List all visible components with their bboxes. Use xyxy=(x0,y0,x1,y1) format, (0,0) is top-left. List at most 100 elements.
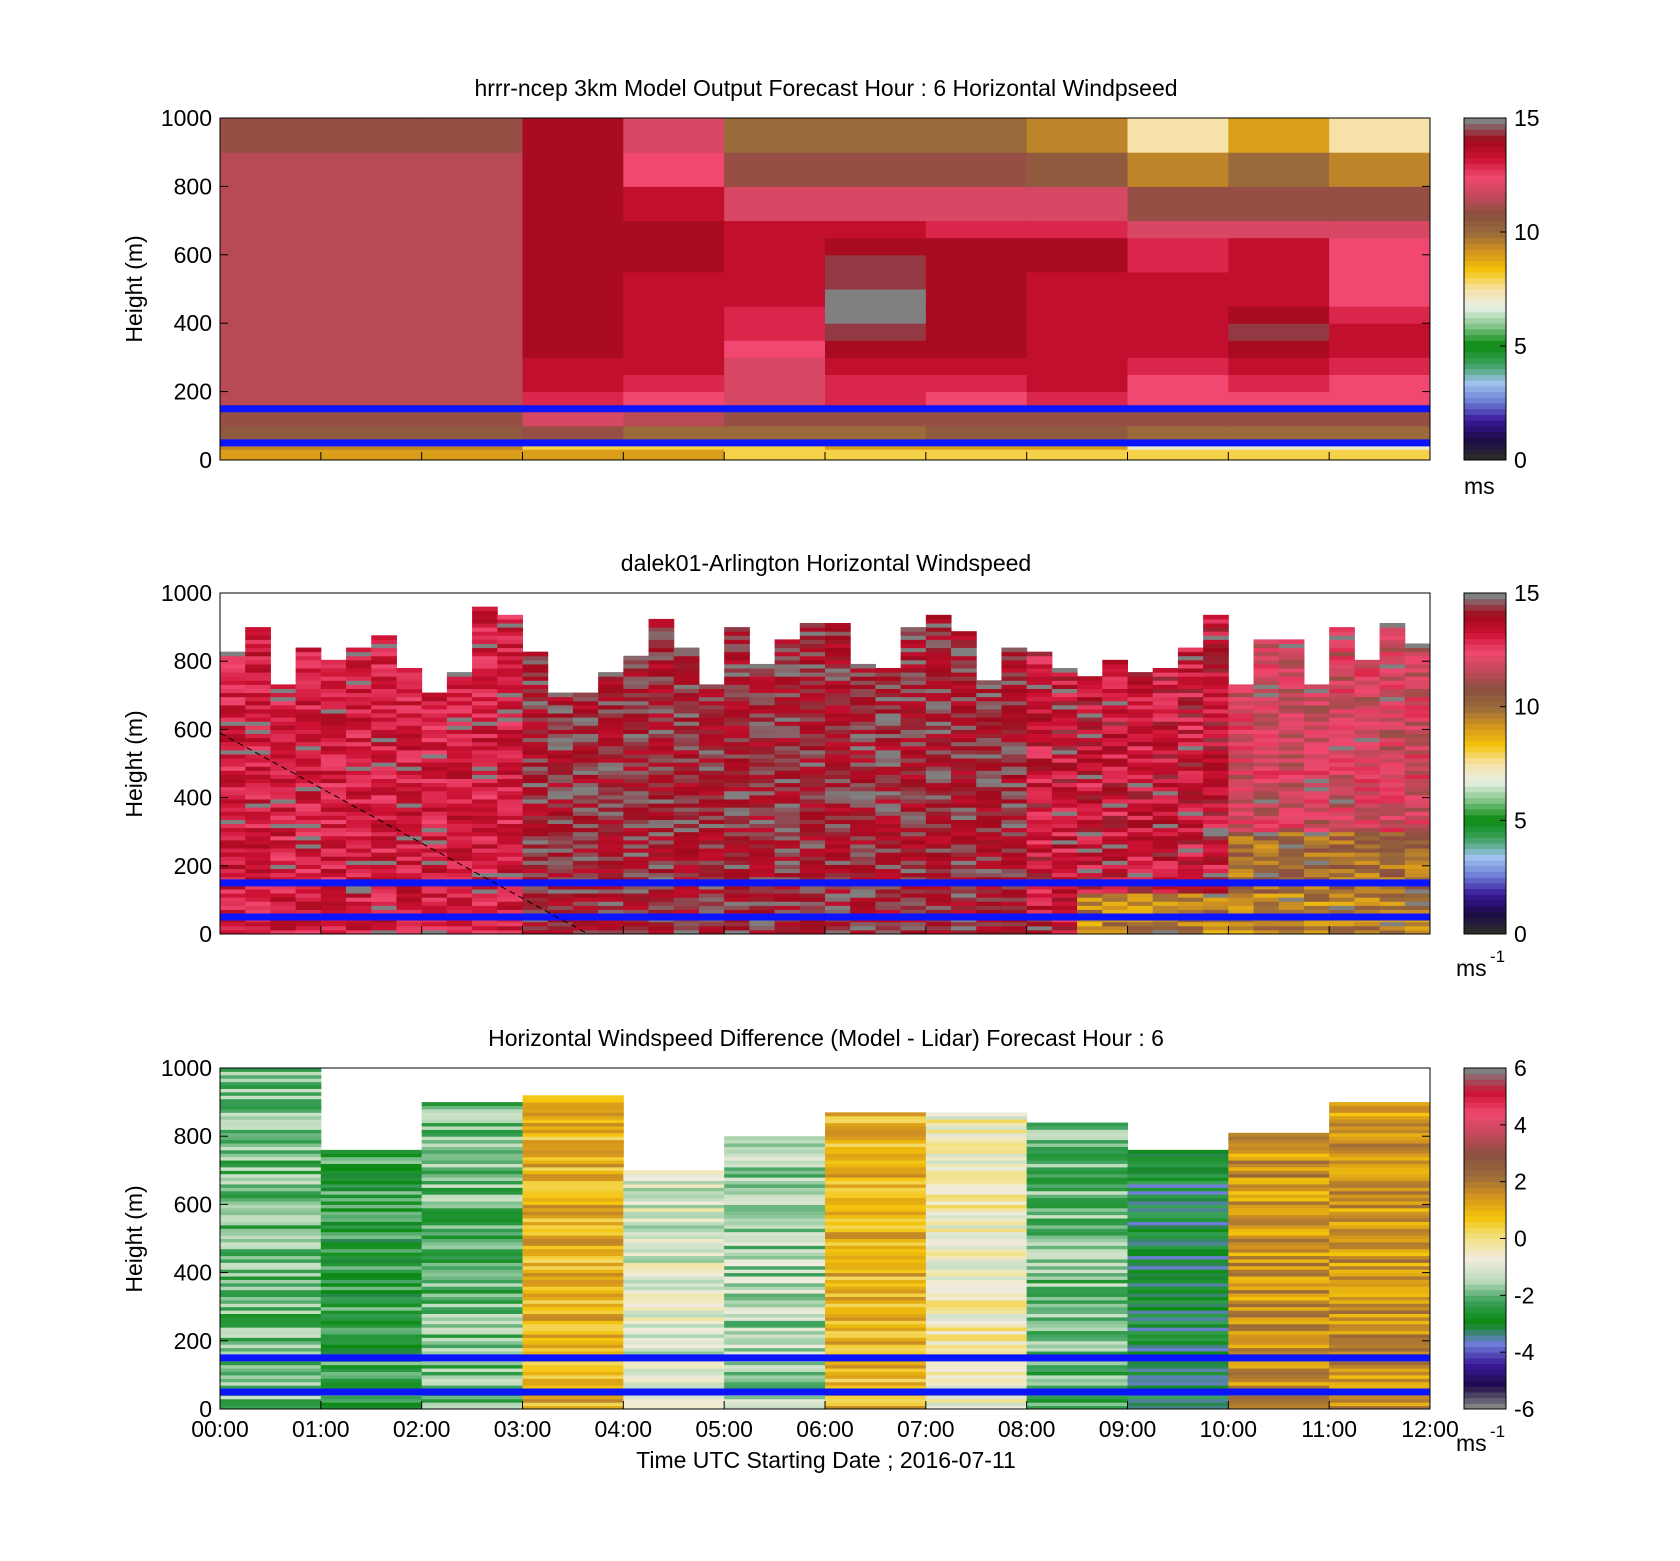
difference-cell xyxy=(724,1276,826,1280)
lidar-cell xyxy=(220,778,246,784)
lidar-cell xyxy=(925,856,952,861)
lidar-cell xyxy=(673,815,700,820)
lidar-cell xyxy=(1278,688,1305,694)
difference-cell xyxy=(825,1293,927,1297)
lidar-cell xyxy=(295,762,322,767)
lidar-cell xyxy=(1278,753,1305,759)
difference-cell xyxy=(1329,1238,1431,1243)
lidar-cell xyxy=(547,725,574,730)
lidar-cell xyxy=(951,753,977,759)
lidar-cell xyxy=(1102,733,1128,739)
lidar-cell xyxy=(673,717,700,722)
lidar-cell xyxy=(598,733,624,739)
lidar-cell xyxy=(1404,876,1431,882)
difference-cell xyxy=(220,1156,322,1161)
lidar-cell xyxy=(1354,745,1381,751)
colorbar-swatch xyxy=(1464,735,1506,742)
lidar-cell xyxy=(1329,848,1355,853)
lidar-cell xyxy=(371,668,397,673)
lidar-cell xyxy=(245,925,271,931)
lidar-cell xyxy=(1177,647,1204,653)
lidar-cell xyxy=(472,766,498,771)
lidar-cell xyxy=(1329,659,1355,665)
lidar-cell xyxy=(270,823,297,829)
lidar-cell xyxy=(1278,827,1305,833)
lidar-cell xyxy=(472,778,498,784)
difference-cell xyxy=(1127,1320,1229,1325)
difference-cell xyxy=(320,1327,423,1332)
difference-heatmap xyxy=(220,1068,1431,1410)
lidar-cell xyxy=(472,868,498,874)
lidar-cell xyxy=(976,803,1002,808)
lidar-cell xyxy=(346,700,372,706)
difference-cell xyxy=(220,1316,322,1321)
lidar-cell xyxy=(522,819,549,825)
lidar-cell xyxy=(320,807,347,812)
lidar-cell xyxy=(522,786,549,792)
difference-cell xyxy=(724,1344,826,1349)
lidar-cell xyxy=(598,770,624,775)
lidar-cell xyxy=(1001,790,1028,796)
difference-cell xyxy=(724,1241,826,1246)
difference-cell xyxy=(1127,1368,1229,1372)
difference-cell xyxy=(220,1095,322,1100)
lidar-cell xyxy=(1404,868,1431,874)
lidar-cell xyxy=(270,864,297,870)
lidar-cell xyxy=(875,835,902,841)
difference-cell xyxy=(522,1129,624,1134)
difference-cell xyxy=(320,1255,423,1260)
lidar-cell xyxy=(1177,753,1204,759)
lidar-cell xyxy=(1001,692,1028,698)
difference-cell xyxy=(320,1149,423,1154)
lidar-cell xyxy=(270,790,297,796)
lidar-cell xyxy=(497,696,523,702)
lidar-cell xyxy=(1203,729,1229,734)
lidar-cell xyxy=(572,721,599,726)
lidar-cell xyxy=(472,897,498,902)
model-cell xyxy=(1329,374,1431,393)
difference-cell xyxy=(522,1218,624,1222)
difference-cell xyxy=(724,1361,826,1366)
lidar-cell xyxy=(1152,843,1179,849)
lidar-cell xyxy=(1253,868,1280,874)
lidar-cell xyxy=(1127,839,1154,845)
model-cell xyxy=(421,340,523,358)
difference-cell xyxy=(1026,1385,1128,1390)
lidar-cell xyxy=(1253,680,1280,685)
difference-cell xyxy=(1329,1337,1431,1342)
lidar-cell xyxy=(648,737,675,743)
lidar-cell xyxy=(925,835,952,841)
lidar-cell xyxy=(724,672,750,677)
lidar-cell xyxy=(446,692,473,698)
lidar-cell xyxy=(1379,762,1406,767)
lidar-cell xyxy=(1203,766,1229,771)
lidar-cell xyxy=(749,884,776,890)
difference-cell xyxy=(421,1204,523,1209)
difference-cell xyxy=(1026,1279,1128,1284)
lidar-cell xyxy=(1177,860,1204,865)
difference-cell xyxy=(220,1313,322,1318)
lidar-cell xyxy=(522,807,549,812)
lidar-cell xyxy=(1253,758,1280,763)
lidar-cell xyxy=(1228,713,1255,718)
lidar-cell xyxy=(547,778,574,784)
lidar-cell xyxy=(724,811,750,816)
lidar-cell xyxy=(1001,708,1028,714)
lidar-cell xyxy=(698,794,725,800)
difference-cell xyxy=(925,1330,1028,1335)
model-panel: hrrr-ncep 3km Model Output Forecast Hour… xyxy=(121,75,1540,499)
difference-cell xyxy=(220,1405,322,1410)
lidar-cell xyxy=(1379,815,1406,820)
lidar-cell xyxy=(472,606,498,612)
difference-cell xyxy=(220,1381,322,1386)
difference-cell xyxy=(220,1241,322,1246)
difference-cell xyxy=(1026,1252,1128,1257)
lidar-cell xyxy=(1253,766,1280,771)
lidar-cell xyxy=(1177,741,1204,747)
difference-cell xyxy=(925,1238,1028,1243)
lidar-cell xyxy=(749,815,776,820)
lidar-cell xyxy=(1228,721,1255,726)
colorbar-swatch xyxy=(1464,899,1506,907)
lidar-cell xyxy=(245,680,271,685)
